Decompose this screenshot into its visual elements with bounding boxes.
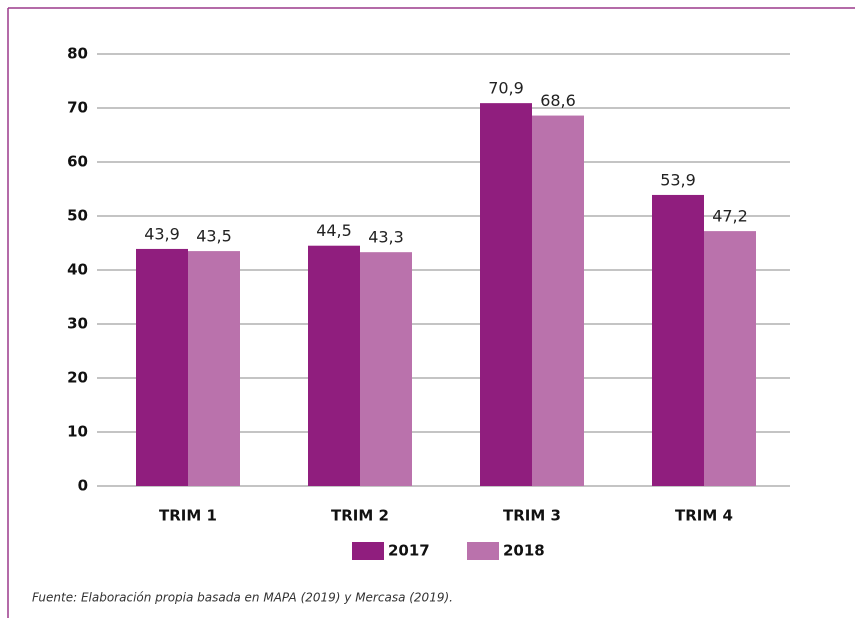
y-tick-label: 20 — [67, 369, 88, 387]
x-tick-label: TRIM 4 — [675, 507, 733, 525]
y-tick-label: 0 — [78, 477, 88, 495]
value-label: 70,9 — [488, 79, 524, 98]
bar — [652, 194, 704, 486]
bar — [136, 248, 188, 486]
legend-label: 2017 — [388, 542, 430, 560]
bar — [532, 115, 584, 486]
value-label: 47,2 — [712, 207, 748, 226]
legend-swatch — [352, 542, 384, 560]
y-tick-label: 70 — [67, 99, 88, 117]
value-label: 43,5 — [196, 227, 232, 246]
y-tick-label: 40 — [67, 261, 88, 279]
y-tick-label: 10 — [67, 423, 88, 441]
bar — [360, 252, 412, 486]
x-tick-label: TRIM 1 — [159, 507, 217, 525]
bar — [480, 103, 532, 486]
value-label: 68,6 — [540, 91, 576, 110]
y-tick-label: 50 — [67, 207, 88, 225]
legend-swatch — [467, 542, 499, 560]
bar — [704, 231, 756, 486]
x-tick-label: TRIM 2 — [331, 507, 389, 525]
y-tick-label: 30 — [67, 315, 88, 333]
bar — [308, 245, 360, 486]
value-label: 53,9 — [660, 170, 696, 189]
y-tick-label: 60 — [67, 153, 88, 171]
x-tick-label: TRIM 3 — [503, 507, 561, 525]
source-note: Fuente: Elaboración propia basada en MAP… — [32, 591, 453, 605]
value-label: 44,5 — [316, 221, 352, 240]
legend-label: 2018 — [503, 542, 545, 560]
value-label: 43,9 — [144, 224, 180, 243]
value-label: 43,3 — [368, 228, 404, 247]
y-tick-label: 80 — [67, 45, 88, 63]
bar — [188, 251, 240, 486]
